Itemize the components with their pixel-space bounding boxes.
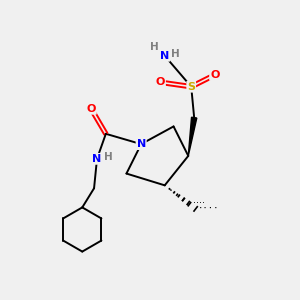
Polygon shape xyxy=(188,117,197,156)
Text: O: O xyxy=(86,104,96,114)
Text: H: H xyxy=(171,49,179,59)
Text: ····: ···· xyxy=(193,198,205,208)
Text: N: N xyxy=(136,139,146,149)
Text: O: O xyxy=(210,70,220,80)
Text: N: N xyxy=(160,51,169,61)
Text: ····: ···· xyxy=(198,204,220,213)
Text: N: N xyxy=(92,154,102,164)
Text: S: S xyxy=(187,82,195,92)
Text: H: H xyxy=(150,42,159,52)
Text: O: O xyxy=(156,77,165,87)
Text: H: H xyxy=(104,152,113,162)
